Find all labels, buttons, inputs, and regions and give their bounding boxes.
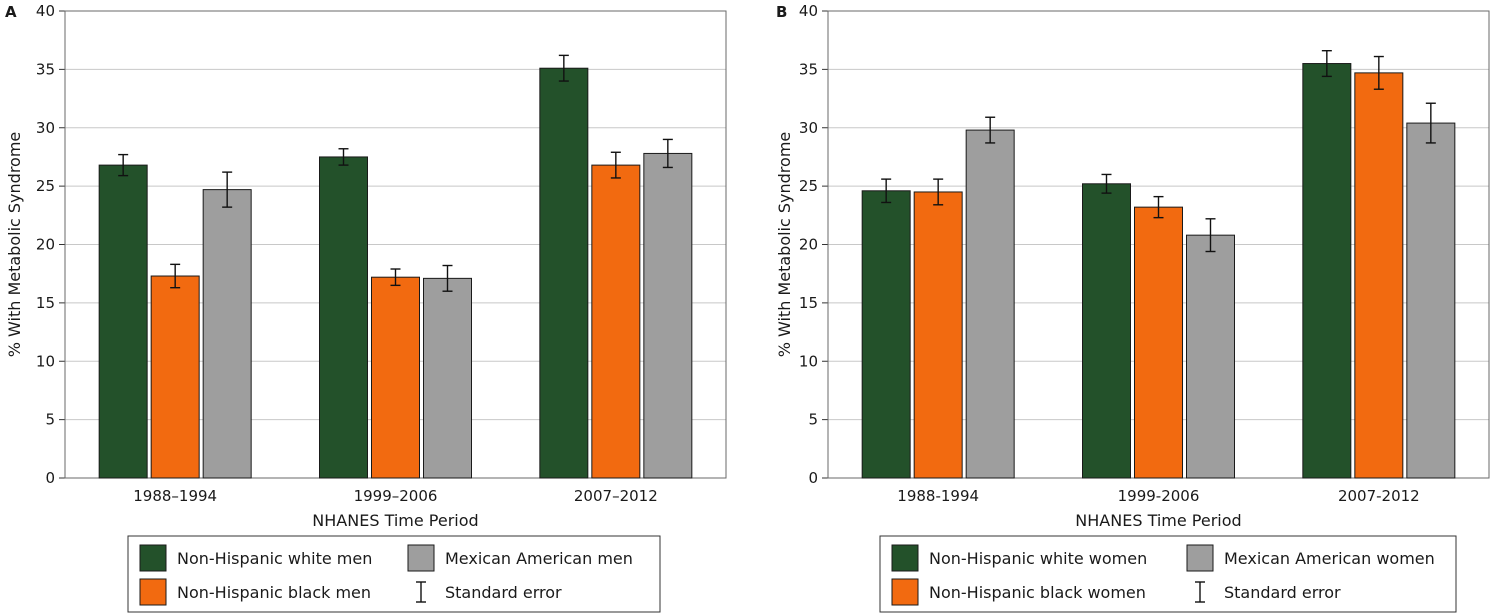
legend-swatch bbox=[139, 544, 167, 572]
y-tick-label: 25 bbox=[799, 177, 818, 195]
x-tick-label: 2007–2012 bbox=[574, 487, 658, 505]
legend-swatch bbox=[139, 578, 167, 606]
x-tick-label: 1988-1994 bbox=[897, 487, 979, 505]
legend: Non-Hispanic white women Mexican American… bbox=[879, 535, 1457, 613]
bar bbox=[202, 189, 252, 479]
y-tick-label: 20 bbox=[799, 236, 818, 254]
bar bbox=[423, 277, 472, 479]
x-axis-title: NHANES Time Period bbox=[1075, 511, 1241, 530]
y-tick-label: 10 bbox=[36, 352, 55, 370]
legend-swatch bbox=[1186, 544, 1214, 572]
legend-box bbox=[127, 535, 661, 613]
bar bbox=[591, 164, 641, 479]
legend-label: Non-Hispanic white women bbox=[929, 549, 1147, 568]
legend-label: Non-Hispanic white men bbox=[177, 549, 372, 568]
x-tick-label: 1999–2006 bbox=[354, 487, 438, 505]
bar bbox=[1406, 122, 1456, 479]
bar bbox=[643, 152, 693, 479]
legend-label: Non-Hispanic black men bbox=[177, 583, 371, 602]
chart-panel-a: 0 5 10 15 20 25 30 35 40 A % With Metabolic Syndro… bbox=[5, 2, 727, 613]
y-tick-label: 30 bbox=[36, 119, 55, 137]
y-tick-label: 10 bbox=[799, 352, 818, 370]
y-tick-label: 15 bbox=[36, 294, 55, 312]
bar bbox=[1134, 206, 1183, 479]
y-axis-title: % With Metabolic Syndrome bbox=[5, 132, 24, 358]
legend-label: Mexican American women bbox=[1224, 549, 1435, 568]
y-tick-label: 35 bbox=[799, 60, 818, 78]
legend-swatch bbox=[891, 578, 919, 606]
chart-panel-b: 0 5 10 15 20 25 30 35 40 B % With Metabolic Syndro… bbox=[775, 2, 1490, 613]
bar bbox=[319, 156, 368, 479]
y-axis-title: % With Metabolic Syndrome bbox=[775, 132, 794, 358]
bar bbox=[1082, 183, 1131, 479]
bar bbox=[965, 129, 1015, 479]
bar bbox=[1354, 72, 1404, 479]
legend-label-standard-error: Standard error bbox=[445, 583, 562, 602]
bar bbox=[1302, 63, 1352, 479]
y-tick-label: 5 bbox=[45, 411, 55, 429]
legend-swatch bbox=[891, 544, 919, 572]
panel-label: B bbox=[776, 3, 787, 21]
panel-label: A bbox=[5, 3, 17, 21]
bar bbox=[861, 190, 911, 479]
y-tick-label: 0 bbox=[808, 469, 818, 487]
y-tick-label: 35 bbox=[36, 60, 55, 78]
y-tick-label: 20 bbox=[36, 236, 55, 254]
legend: Non-Hispanic white men Mexican American m… bbox=[127, 535, 661, 613]
bar bbox=[98, 164, 148, 479]
y-tick-label: 30 bbox=[799, 119, 818, 137]
x-axis-title: NHANES Time Period bbox=[312, 511, 478, 530]
bar bbox=[1186, 234, 1235, 479]
y-tick-label: 25 bbox=[36, 177, 55, 195]
x-tick-label: 1988–1994 bbox=[133, 487, 217, 505]
y-tick-label: 15 bbox=[799, 294, 818, 312]
legend-label: Non-Hispanic black women bbox=[929, 583, 1146, 602]
legend-label: Mexican American men bbox=[445, 549, 633, 568]
y-tick-label: 40 bbox=[799, 2, 818, 20]
y-tick-label: 5 bbox=[808, 411, 818, 429]
legend-label-standard-error: Standard error bbox=[1224, 583, 1341, 602]
bar bbox=[539, 67, 589, 479]
x-tick-label: 1999-2006 bbox=[1118, 487, 1200, 505]
legend-box bbox=[879, 535, 1457, 613]
y-tick-label: 0 bbox=[45, 469, 55, 487]
bar bbox=[150, 275, 200, 479]
x-tick-label: 2007-2012 bbox=[1338, 487, 1420, 505]
bar bbox=[913, 191, 963, 479]
bar bbox=[371, 276, 420, 479]
y-tick-label: 40 bbox=[36, 2, 55, 20]
legend-swatch bbox=[407, 544, 435, 572]
